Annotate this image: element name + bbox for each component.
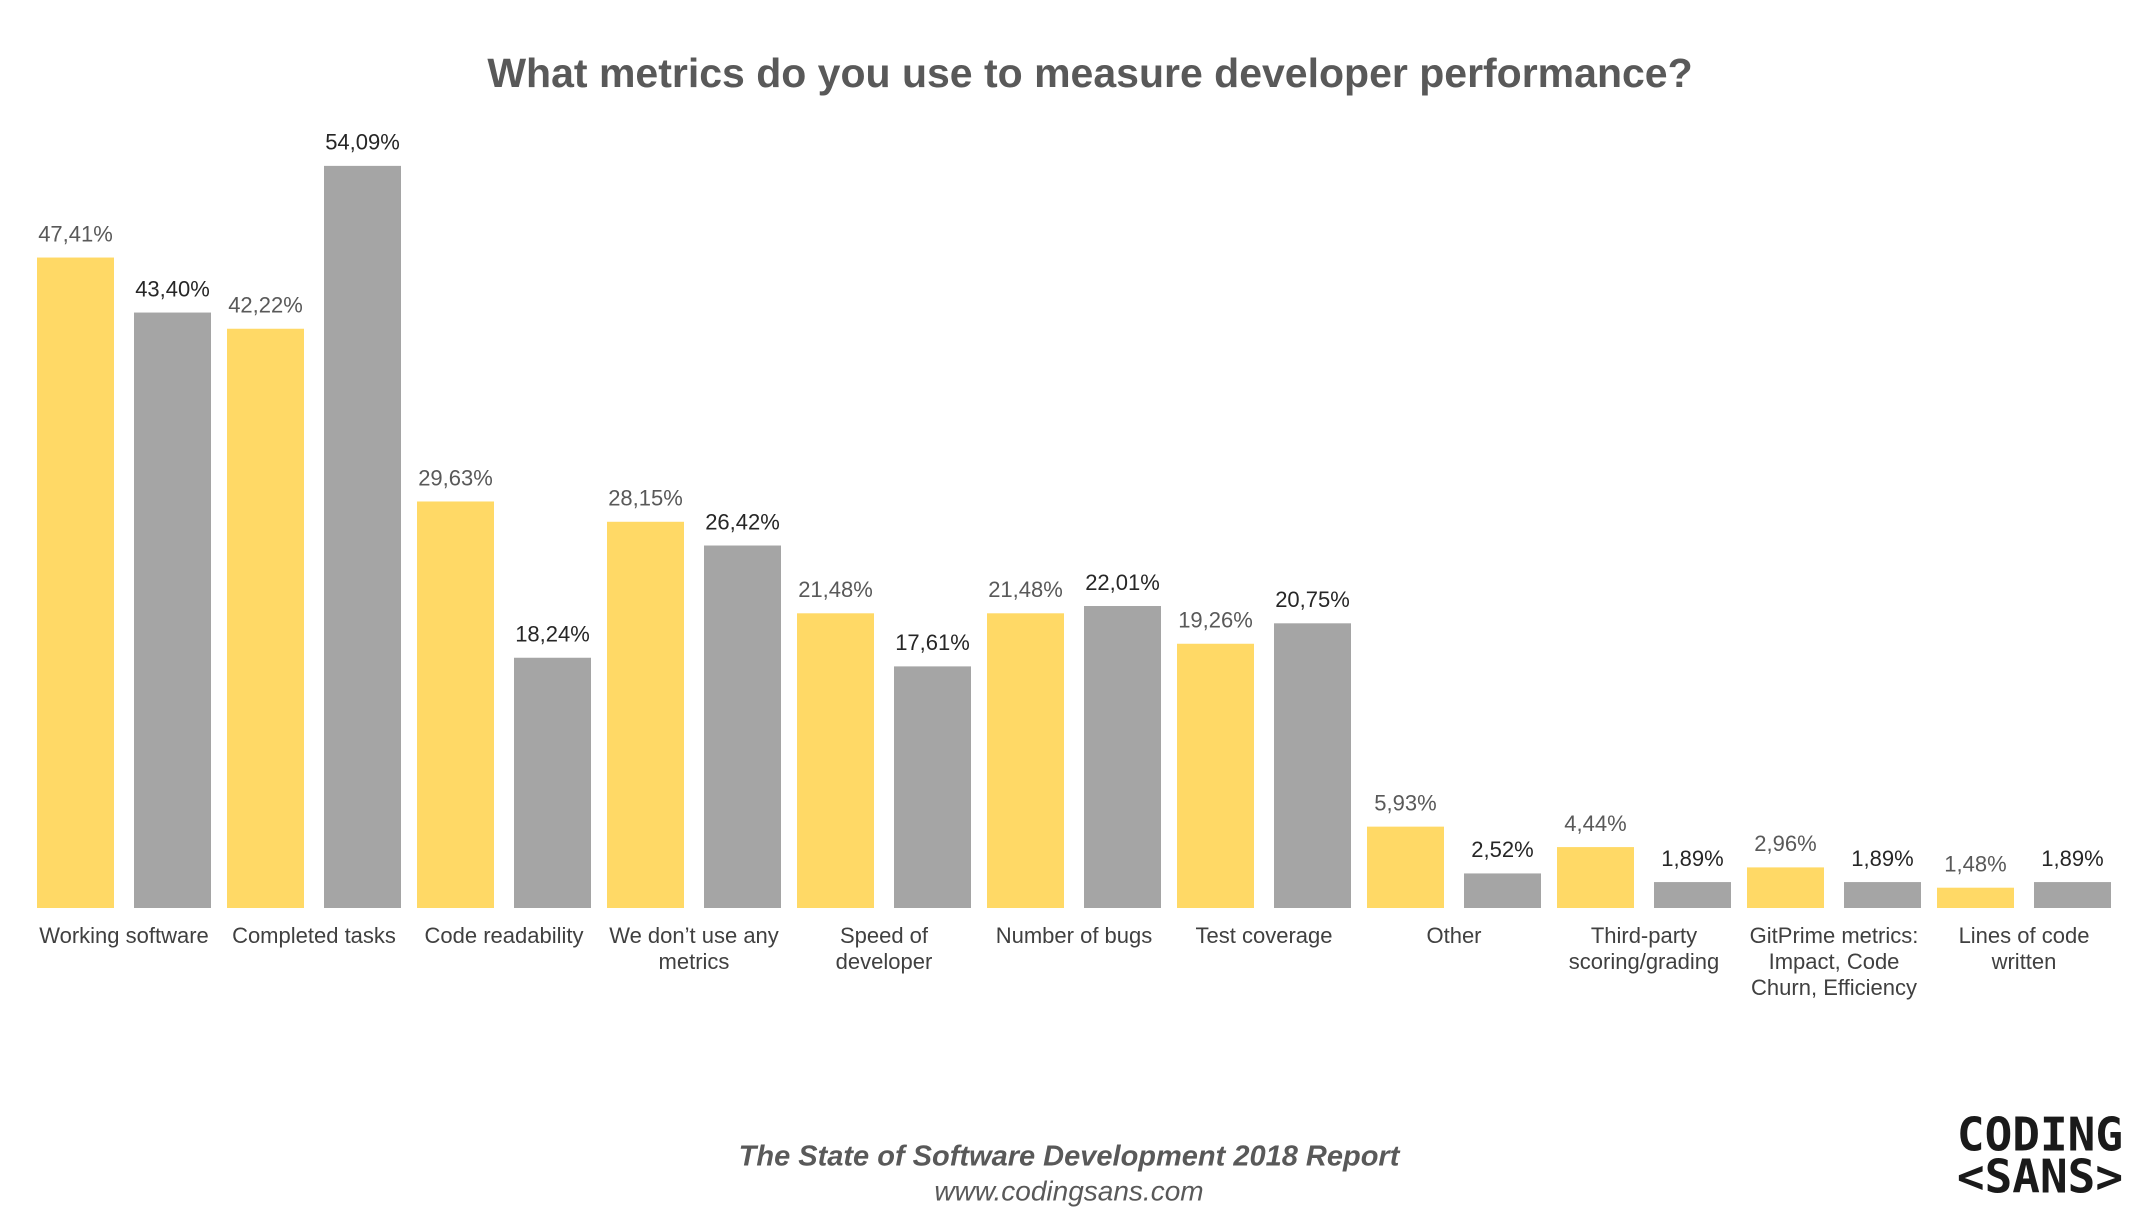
- value-label: 42,22%: [228, 293, 303, 318]
- bar: [417, 501, 494, 908]
- value-label: 21,48%: [988, 577, 1063, 602]
- bar: [1654, 882, 1731, 908]
- bar: [324, 165, 401, 908]
- value-label: 54,09%: [325, 130, 400, 155]
- value-label: 1,89%: [2041, 846, 2103, 871]
- value-label: 22,01%: [1085, 570, 1160, 595]
- x-tick-label: GitPrime metrics: Impact, Code Churn, Ef…: [1749, 923, 1919, 1000]
- value-label: 18,24%: [515, 622, 590, 647]
- bar: [607, 521, 684, 908]
- value-label: 26,42%: [705, 509, 780, 534]
- bar: [1274, 623, 1351, 908]
- value-label: 28,15%: [608, 486, 683, 511]
- bar: [1177, 643, 1254, 908]
- value-label: 47,41%: [38, 221, 113, 246]
- value-label: 21,48%: [798, 577, 873, 602]
- x-tick-label: Speed of developer: [835, 923, 933, 974]
- x-tick-label: Code readability: [424, 923, 584, 948]
- bar: [1747, 867, 1824, 908]
- x-tick-label: Lines of code written: [1958, 923, 2090, 974]
- x-tick-label: Number of bugs: [995, 923, 1153, 948]
- value-label: 29,63%: [418, 465, 493, 490]
- bar: [797, 613, 874, 908]
- bar: [37, 257, 114, 908]
- value-label: 17,61%: [895, 630, 970, 655]
- url: www.codingsans.com: [934, 1175, 1203, 1206]
- value-label: 4,44%: [1564, 811, 1626, 836]
- x-tick-label: Test coverage: [1195, 923, 1333, 948]
- value-label: 2,96%: [1754, 831, 1816, 856]
- value-label: 1,89%: [1851, 846, 1913, 871]
- bar: [1844, 882, 1921, 908]
- value-label: 5,93%: [1374, 790, 1436, 815]
- bar: [227, 328, 304, 909]
- x-tick-label: Working software: [39, 923, 209, 948]
- value-label: 2,52%: [1471, 837, 1533, 862]
- value-label: 19,26%: [1178, 608, 1253, 633]
- logo-line: CODING: [1957, 1108, 2123, 1162]
- value-label: 1,48%: [1944, 852, 2006, 877]
- logo-line: <SANS>: [1957, 1150, 2123, 1204]
- chart-title: What metrics do you use to measure devel…: [487, 50, 1692, 96]
- bar: [1937, 887, 2014, 908]
- bar: [1464, 873, 1541, 908]
- bar: [1084, 606, 1161, 908]
- x-tick-label: We don’t use any metrics: [609, 923, 779, 974]
- bar: [1367, 826, 1444, 908]
- bar: [704, 545, 781, 908]
- value-label: 1,89%: [1661, 846, 1723, 871]
- bar: [894, 666, 971, 908]
- value-label: 43,40%: [135, 276, 210, 301]
- value-label: 20,75%: [1275, 587, 1350, 612]
- bar: [514, 657, 591, 908]
- bar: [1557, 847, 1634, 908]
- bar: [134, 312, 211, 908]
- bar: [2034, 882, 2111, 908]
- bar: [987, 613, 1064, 908]
- x-tick-label: Third-party scoring/grading: [1568, 923, 1720, 974]
- x-tick-label: Other: [1426, 923, 1482, 948]
- x-tick-label: Completed tasks: [232, 923, 396, 948]
- source: The State of Software Development 2018 R…: [739, 1141, 1401, 1173]
